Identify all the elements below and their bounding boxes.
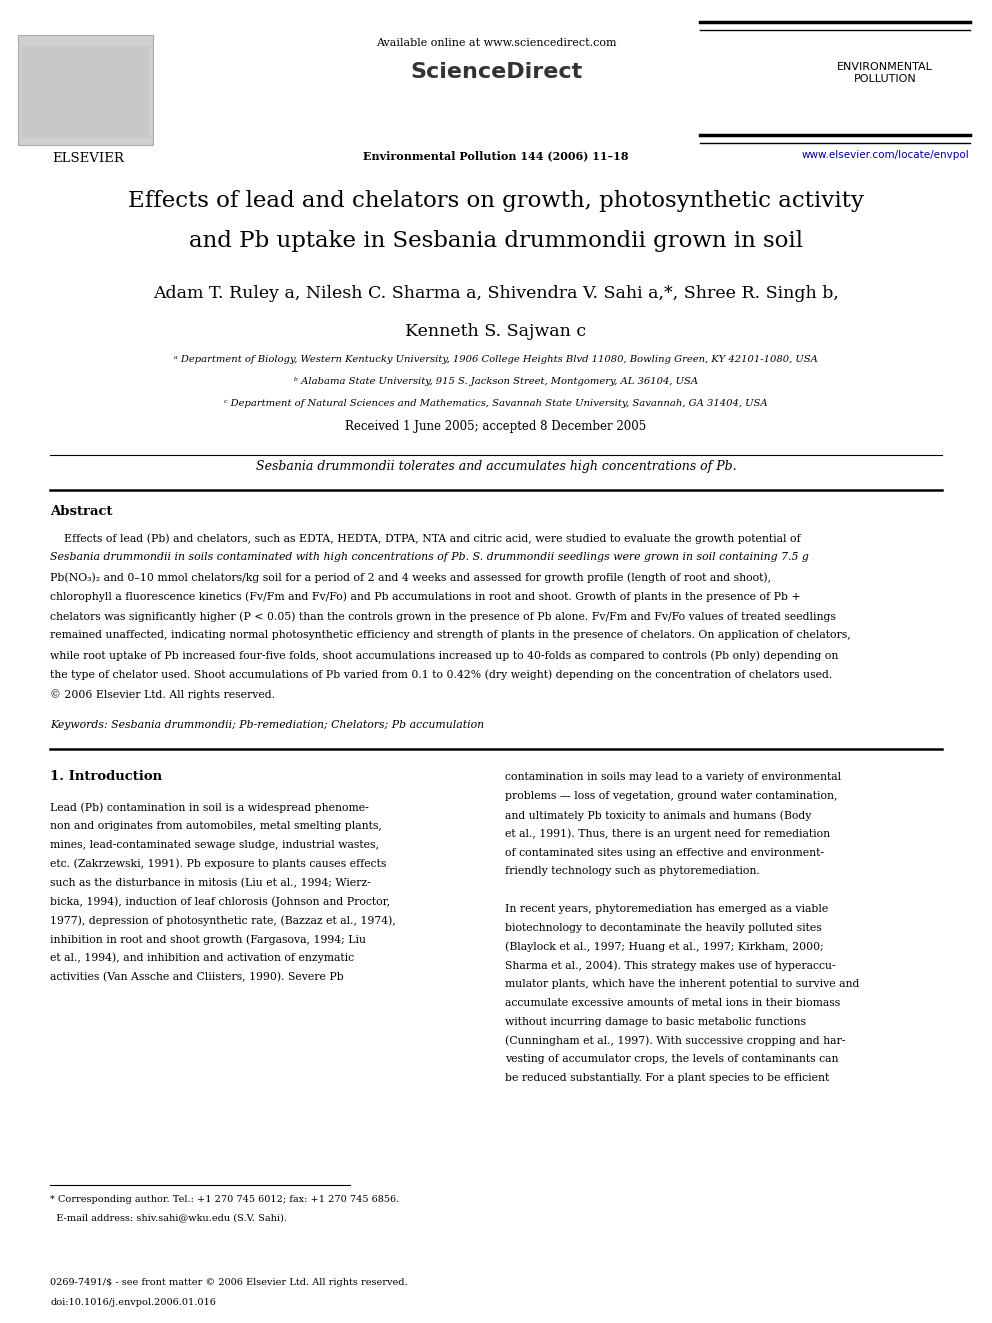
Text: chlorophyll a fluorescence kinetics (Fv/Fm and Fv/Fo) and Pb accumulations in ro: chlorophyll a fluorescence kinetics (Fv/… [50, 591, 801, 602]
Text: be reduced substantially. For a plant species to be efficient: be reduced substantially. For a plant sp… [505, 1073, 829, 1084]
Text: Received 1 June 2005; accepted 8 December 2005: Received 1 June 2005; accepted 8 Decembe… [345, 419, 647, 433]
Text: ELSEVIER: ELSEVIER [52, 152, 124, 165]
Text: E-mail address: shiv.sahi@wku.edu (S.V. Sahi).: E-mail address: shiv.sahi@wku.edu (S.V. … [50, 1213, 287, 1222]
Text: Kenneth S. Sajwan c: Kenneth S. Sajwan c [406, 323, 586, 340]
Text: mulator plants, which have the inherent potential to survive and: mulator plants, which have the inherent … [505, 979, 859, 990]
Text: Sesbania drummondii tolerates and accumulates high concentrations of Pb.: Sesbania drummondii tolerates and accumu… [256, 460, 736, 474]
Text: ᶜ Department of Natural Sciences and Mathematics, Savannah State University, Sav: ᶜ Department of Natural Sciences and Mat… [224, 400, 768, 407]
Text: et al., 1991). Thus, there is an urgent need for remediation: et al., 1991). Thus, there is an urgent … [505, 830, 830, 840]
Text: doi:10.1016/j.envpol.2006.01.016: doi:10.1016/j.envpol.2006.01.016 [50, 1298, 216, 1307]
Text: bicka, 1994), induction of leaf chlorosis (Johnson and Proctor,: bicka, 1994), induction of leaf chlorosi… [50, 897, 390, 908]
Text: Keywords: Sesbania drummondii; Pb-remediation; Chelators; Pb accumulation: Keywords: Sesbania drummondii; Pb-remedi… [50, 721, 484, 730]
Text: Environmental Pollution 144 (2006) 11–18: Environmental Pollution 144 (2006) 11–18 [363, 149, 629, 161]
Text: Available online at www.sciencedirect.com: Available online at www.sciencedirect.co… [376, 38, 616, 48]
Text: Adam T. Ruley a, Nilesh C. Sharma a, Shivendra V. Sahi a,*, Shree R. Singh b,: Adam T. Ruley a, Nilesh C. Sharma a, Shi… [153, 284, 839, 302]
Text: of contaminated sites using an effective and environment-: of contaminated sites using an effective… [505, 848, 824, 857]
Text: etc. (Zakrzewski, 1991). Pb exposure to plants causes effects: etc. (Zakrzewski, 1991). Pb exposure to … [50, 859, 386, 869]
Text: biotechnology to decontaminate the heavily polluted sites: biotechnology to decontaminate the heavi… [505, 923, 821, 933]
Text: inhibition in root and shoot growth (Fargasova, 1994; Liu: inhibition in root and shoot growth (Far… [50, 934, 366, 945]
Text: remained unaffected, indicating normal photosynthetic efficiency and strength of: remained unaffected, indicating normal p… [50, 631, 851, 640]
Text: friendly technology such as phytoremediation.: friendly technology such as phytoremedia… [505, 867, 760, 877]
Text: Pb(NO₃)₂ and 0–10 mmol chelators/kg soil for a period of 2 and 4 weeks and asses: Pb(NO₃)₂ and 0–10 mmol chelators/kg soil… [50, 572, 771, 582]
Text: Effects of lead and chelators on growth, photosynthetic activity: Effects of lead and chelators on growth,… [128, 191, 864, 212]
Text: problems — loss of vegetation, ground water contamination,: problems — loss of vegetation, ground wa… [505, 791, 837, 802]
Text: non and originates from automobiles, metal smelting plants,: non and originates from automobiles, met… [50, 822, 382, 831]
Text: accumulate excessive amounts of metal ions in their biomass: accumulate excessive amounts of metal io… [505, 998, 840, 1008]
Text: 1. Introduction: 1. Introduction [50, 770, 162, 783]
Text: mines, lead-contaminated sewage sludge, industrial wastes,: mines, lead-contaminated sewage sludge, … [50, 840, 379, 851]
Text: Sharma et al., 2004). This strategy makes use of hyperaccu-: Sharma et al., 2004). This strategy make… [505, 960, 835, 971]
Text: © 2006 Elsevier Ltd. All rights reserved.: © 2006 Elsevier Ltd. All rights reserved… [50, 689, 275, 700]
Text: (Cunningham et al., 1997). With successive cropping and har-: (Cunningham et al., 1997). With successi… [505, 1036, 845, 1046]
Text: ENVIRONMENTAL
POLLUTION: ENVIRONMENTAL POLLUTION [837, 62, 932, 83]
Text: and ultimately Pb toxicity to animals and humans (Body: and ultimately Pb toxicity to animals an… [505, 810, 811, 820]
Text: Lead (Pb) contamination in soil is a widespread phenome-: Lead (Pb) contamination in soil is a wid… [50, 803, 369, 814]
Text: et al., 1994), and inhibition and activation of enzymatic: et al., 1994), and inhibition and activa… [50, 953, 354, 963]
Text: In recent years, phytoremediation has emerged as a viable: In recent years, phytoremediation has em… [505, 904, 828, 914]
Text: Sesbania drummondii in soils contaminated with high concentrations of Pb. S. dru: Sesbania drummondii in soils contaminate… [50, 553, 808, 562]
Text: www.elsevier.com/locate/envpol: www.elsevier.com/locate/envpol [802, 149, 969, 160]
Text: while root uptake of Pb increased four-five folds, shoot accumulations increased: while root uptake of Pb increased four-f… [50, 650, 838, 660]
Text: * Corresponding author. Tel.: +1 270 745 6012; fax: +1 270 745 6856.: * Corresponding author. Tel.: +1 270 745… [50, 1195, 399, 1204]
Text: such as the disturbance in mitosis (Liu et al., 1994; Wierz-: such as the disturbance in mitosis (Liu … [50, 877, 371, 888]
Text: the type of chelator used. Shoot accumulations of Pb varied from 0.1 to 0.42% (d: the type of chelator used. Shoot accumul… [50, 669, 832, 680]
Text: without incurring damage to basic metabolic functions: without incurring damage to basic metabo… [505, 1017, 806, 1027]
Text: vesting of accumulator crops, the levels of contaminants can: vesting of accumulator crops, the levels… [505, 1054, 838, 1065]
Text: and Pb uptake in Sesbania drummondii grown in soil: and Pb uptake in Sesbania drummondii gro… [189, 230, 803, 251]
Text: ᵃ Department of Biology, Western Kentucky University, 1906 College Heights Blvd : ᵃ Department of Biology, Western Kentuck… [174, 355, 818, 364]
Text: activities (Van Assche and Cliisters, 1990). Severe Pb: activities (Van Assche and Cliisters, 19… [50, 971, 344, 982]
Text: 1977), depression of photosynthetic rate, (Bazzaz et al., 1974),: 1977), depression of photosynthetic rate… [50, 916, 396, 926]
Bar [18, 34, 153, 146]
Text: (Blaylock et al., 1997; Huang et al., 1997; Kirkham, 2000;: (Blaylock et al., 1997; Huang et al., 19… [505, 942, 823, 953]
Bar [22, 46, 149, 138]
Text: ScienceDirect: ScienceDirect [410, 62, 582, 82]
Text: Abstract: Abstract [50, 505, 112, 519]
Text: Effects of lead (Pb) and chelators, such as EDTA, HEDTA, DTPA, NTA and citric ac: Effects of lead (Pb) and chelators, such… [50, 533, 801, 544]
Text: contamination in soils may lead to a variety of environmental: contamination in soils may lead to a var… [505, 773, 841, 782]
Text: 0269-7491/$ - see front matter © 2006 Elsevier Ltd. All rights reserved.: 0269-7491/$ - see front matter © 2006 El… [50, 1278, 408, 1287]
Text: ᵇ Alabama State University, 915 S. Jackson Street, Montgomery, AL 36104, USA: ᵇ Alabama State University, 915 S. Jacks… [294, 377, 698, 386]
Text: chelators was significantly higher (P < 0.05) than the controls grown in the pre: chelators was significantly higher (P < … [50, 611, 836, 622]
